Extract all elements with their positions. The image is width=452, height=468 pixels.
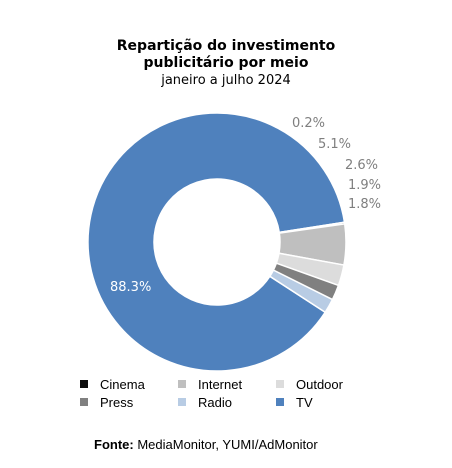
- data-label-cinema: 0.2%: [292, 116, 325, 131]
- source-note: Fonte: MediaMonitor, YUMI/AdMonitor: [94, 437, 318, 452]
- legend-item-outdoor: Outdoor: [276, 376, 386, 392]
- data-label-radio: 1.8%: [348, 197, 381, 212]
- legend-swatch-press: [80, 398, 88, 406]
- legend-label-cinema: Cinema: [100, 376, 145, 392]
- chart-legend: Cinema Internet Outdoor Press Radio TV: [80, 376, 386, 410]
- slice-radio: [268, 269, 334, 314]
- legend-item-cinema: Cinema: [80, 376, 178, 392]
- legend-item-press: Press: [80, 394, 178, 410]
- legend-item-internet: Internet: [178, 376, 276, 392]
- legend-swatch-cinema: [80, 380, 88, 388]
- legend-item-tv: TV: [276, 394, 386, 410]
- legend-label-outdoor: Outdoor: [296, 376, 343, 392]
- legend-swatch-internet: [178, 380, 186, 388]
- chart-title-block: Repartição do investimento publicitário …: [0, 38, 452, 89]
- data-label-internet: 5.1%: [318, 137, 351, 152]
- data-label-outdoor: 2.6%: [345, 158, 378, 173]
- legend-label-tv: TV: [296, 394, 313, 410]
- legend-label-internet: Internet: [198, 376, 243, 392]
- legend-swatch-tv: [276, 398, 284, 406]
- source-label: Fonte:: [94, 437, 134, 452]
- slice-tv: [87, 112, 346, 372]
- legend-item-radio: Radio: [178, 394, 276, 410]
- legend-swatch-radio: [178, 398, 186, 406]
- source-text: MediaMonitor, YUMI/AdMonitor: [137, 437, 318, 452]
- legend-label-radio: Radio: [198, 394, 232, 410]
- data-label-press: 1.9%: [348, 178, 381, 193]
- chart-title-line-2: publicitário por meio: [143, 55, 309, 71]
- chart-title-line-1: Repartição do investimento: [116, 38, 336, 54]
- legend-label-press: Press: [100, 394, 134, 410]
- legend-swatch-outdoor: [276, 380, 284, 388]
- data-label-tv: 88.3%: [110, 280, 151, 295]
- chart-subtitle: janeiro a julho 2024: [161, 73, 291, 88]
